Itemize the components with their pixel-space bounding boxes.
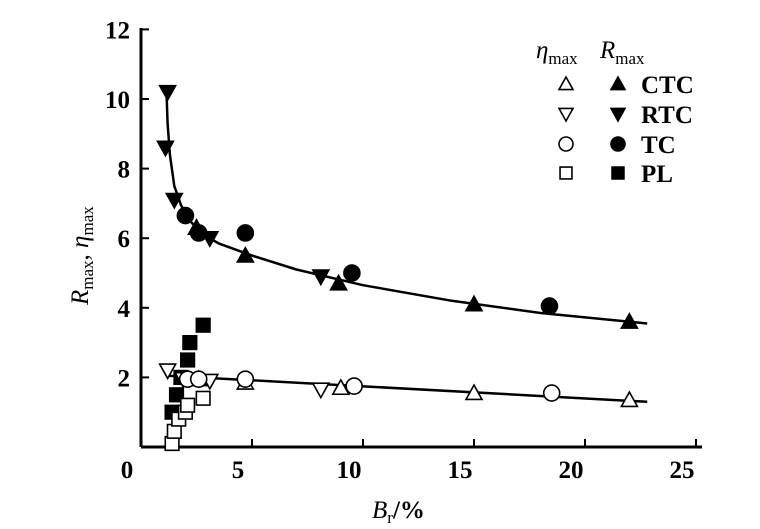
point-rtc-rmax	[164, 192, 184, 210]
point-tc-rmax	[189, 224, 208, 242]
point-ctc-rmax	[620, 312, 639, 329]
legend-header-r: R	[599, 37, 615, 64]
legend-marker-filled	[609, 107, 627, 123]
svg-text:Rmax: Rmax	[599, 37, 645, 68]
point-tc-etamax	[236, 370, 255, 388]
point-ctc-etamax	[620, 390, 639, 408]
point-tc-rmax	[343, 264, 361, 282]
svg-text:ηmax: ηmax	[536, 37, 578, 68]
point-ctc-rmax	[464, 294, 484, 312]
point-tc-etamax	[345, 377, 363, 395]
x-tick-label: 25	[670, 457, 695, 484]
x-tick-label: 10	[337, 457, 362, 484]
legend-marker-open	[559, 166, 573, 180]
legend-marker-open	[558, 136, 574, 152]
point-tc-rmax	[540, 297, 559, 315]
x-axis-label: Br/%	[372, 497, 425, 527]
y-axis-label: Rmax, ηmax	[67, 206, 97, 306]
legend-marker-filled	[609, 75, 627, 91]
point-pl-rmax	[195, 317, 211, 333]
point-ctc-etamax	[464, 383, 484, 401]
point-ctc-etamax	[331, 378, 351, 396]
point-ctc-rmax	[235, 245, 255, 263]
point-rtc-rmax	[156, 140, 175, 158]
point-pl-etamax	[180, 397, 196, 413]
point-rtc-rmax	[158, 84, 177, 102]
point-pl-rmax	[180, 352, 196, 368]
legend-label-tc: TC	[641, 132, 676, 159]
y-tick-label: 10	[105, 87, 130, 114]
y-tick-label: 2	[118, 365, 131, 392]
point-rtc-etamax	[158, 363, 177, 381]
point-tc-rmax	[236, 224, 255, 242]
legend-label-pl: PL	[641, 161, 673, 188]
x-tick-label: 20	[559, 457, 584, 484]
y-tick-label: 6	[118, 226, 131, 253]
legend-header-r-sub: max	[615, 49, 645, 68]
point-tc-etamax	[189, 370, 208, 388]
legend-header-eta-sub: max	[548, 49, 578, 68]
x-tick-label: 5	[232, 457, 245, 484]
legend-marker-filled	[610, 136, 626, 152]
point-pl-rmax	[168, 387, 185, 403]
point-tc-rmax	[176, 206, 195, 225]
legend: ηmax Rmax CTC RTC TC PL	[536, 37, 694, 188]
legend-header-eta: η	[536, 37, 548, 64]
y-tick-label: 12	[105, 17, 130, 44]
legend-label-ctc: CTC	[641, 72, 694, 99]
legend-marker-open	[557, 75, 575, 91]
legend-marker-open	[557, 107, 575, 123]
point-pl-etamax	[195, 390, 211, 406]
point-rtc-rmax	[311, 269, 331, 287]
point-rtc-etamax	[311, 382, 331, 400]
point-pl-rmax	[182, 334, 198, 351]
y-tick-label: 8	[118, 157, 131, 184]
fit-curve	[165, 91, 648, 325]
x-tick-label: 0	[121, 457, 134, 484]
point-tc-etamax	[542, 384, 561, 402]
x-tick-label: 15	[448, 457, 473, 484]
legend-label-rtc: RTC	[641, 102, 693, 129]
legend-marker-filled	[611, 166, 625, 180]
point-ctc-rmax	[329, 273, 348, 291]
y-tick-label: 4	[118, 296, 131, 323]
